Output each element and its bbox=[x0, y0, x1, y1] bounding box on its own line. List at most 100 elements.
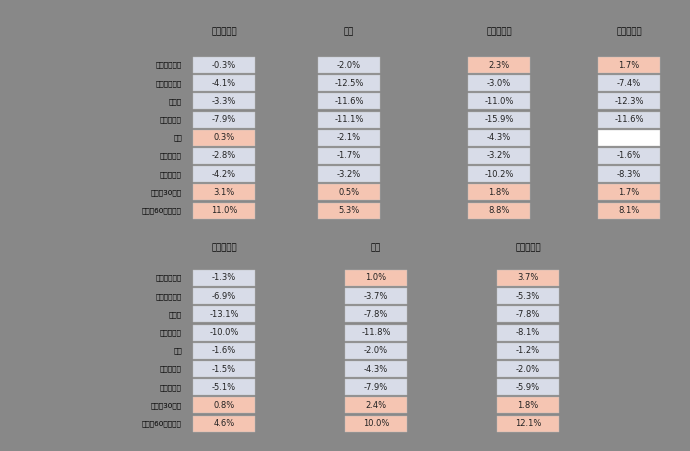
Text: -7.8%: -7.8% bbox=[364, 310, 388, 319]
Text: 0.8%: 0.8% bbox=[213, 401, 235, 410]
Bar bbox=[468, 130, 530, 146]
Text: 1.7%: 1.7% bbox=[618, 60, 640, 69]
Text: -1.2%: -1.2% bbox=[516, 346, 540, 355]
Text: 2.3%: 2.3% bbox=[489, 60, 510, 69]
Text: 近畿: 近畿 bbox=[173, 347, 182, 354]
Text: -6.9%: -6.9% bbox=[212, 292, 236, 301]
Bar bbox=[497, 288, 559, 304]
Text: -13.1%: -13.1% bbox=[209, 310, 239, 319]
Bar bbox=[345, 288, 407, 304]
Bar bbox=[598, 202, 660, 219]
Text: 北関東・甲信: 北関東・甲信 bbox=[156, 293, 182, 299]
Bar bbox=[497, 325, 559, 341]
Bar bbox=[193, 270, 255, 286]
Text: 中国・四国: 中国・四国 bbox=[160, 366, 182, 373]
Text: ネット銀行: ネット銀行 bbox=[486, 28, 512, 37]
Bar bbox=[193, 57, 255, 73]
Text: 1.0%: 1.0% bbox=[366, 273, 386, 282]
Text: -2.1%: -2.1% bbox=[337, 133, 361, 143]
Bar bbox=[468, 166, 530, 182]
Bar bbox=[345, 416, 407, 432]
Text: -7.9%: -7.9% bbox=[364, 383, 388, 392]
Bar bbox=[497, 397, 559, 414]
Bar bbox=[193, 306, 255, 322]
Bar bbox=[598, 111, 660, 128]
Text: メガバンク: メガバンク bbox=[211, 28, 237, 37]
Text: 3.1%: 3.1% bbox=[213, 188, 235, 197]
Text: -8.3%: -8.3% bbox=[617, 170, 641, 179]
Text: -3.2%: -3.2% bbox=[487, 152, 511, 161]
Text: 合計（60代以上）: 合計（60代以上） bbox=[142, 420, 182, 427]
Text: -7.9%: -7.9% bbox=[212, 115, 236, 124]
Text: 11.0%: 11.0% bbox=[211, 206, 237, 215]
Bar bbox=[345, 397, 407, 414]
Text: 8.1%: 8.1% bbox=[618, 206, 640, 215]
Text: -11.0%: -11.0% bbox=[484, 97, 513, 106]
Bar bbox=[468, 75, 530, 91]
Bar bbox=[497, 270, 559, 286]
Bar bbox=[193, 343, 255, 359]
Bar bbox=[318, 148, 380, 164]
Text: -8.1%: -8.1% bbox=[516, 328, 540, 337]
Text: 近畿: 近畿 bbox=[173, 134, 182, 141]
Text: 3.7%: 3.7% bbox=[518, 273, 539, 282]
Text: -4.2%: -4.2% bbox=[212, 170, 236, 179]
Bar bbox=[345, 270, 407, 286]
Bar bbox=[497, 306, 559, 322]
Bar bbox=[497, 343, 559, 359]
Bar bbox=[345, 325, 407, 341]
Text: -10.0%: -10.0% bbox=[209, 328, 239, 337]
Bar bbox=[318, 75, 380, 91]
Text: -3.0%: -3.0% bbox=[487, 79, 511, 87]
Text: 北海道・東北: 北海道・東北 bbox=[156, 275, 182, 281]
Bar bbox=[598, 148, 660, 164]
Bar bbox=[193, 111, 255, 128]
Bar bbox=[318, 130, 380, 146]
Text: 南関東: 南関東 bbox=[169, 98, 182, 105]
Text: 合計（60代以上）: 合計（60代以上） bbox=[142, 207, 182, 214]
Text: -3.3%: -3.3% bbox=[212, 97, 236, 106]
Bar bbox=[193, 361, 255, 377]
Bar bbox=[193, 288, 255, 304]
Text: 4.6%: 4.6% bbox=[213, 419, 235, 428]
Text: 5.3%: 5.3% bbox=[338, 206, 359, 215]
Bar bbox=[345, 306, 407, 322]
Text: ネット銀行: ネット銀行 bbox=[515, 244, 541, 253]
Text: 10.0%: 10.0% bbox=[363, 419, 389, 428]
Text: 九州・沖縄: 九州・沖縄 bbox=[160, 171, 182, 178]
Bar bbox=[318, 166, 380, 182]
Text: -4.1%: -4.1% bbox=[212, 79, 236, 87]
Bar bbox=[193, 130, 255, 146]
Text: -2.0%: -2.0% bbox=[364, 346, 388, 355]
Text: -11.6%: -11.6% bbox=[614, 115, 644, 124]
Bar bbox=[193, 93, 255, 110]
Text: -5.3%: -5.3% bbox=[516, 292, 540, 301]
Text: 合計（30代）: 合計（30代） bbox=[151, 402, 182, 409]
Text: -15.9%: -15.9% bbox=[484, 115, 513, 124]
Text: 0.3%: 0.3% bbox=[213, 133, 235, 143]
Text: -2.0%: -2.0% bbox=[516, 364, 540, 373]
Bar bbox=[345, 361, 407, 377]
Text: 12.1%: 12.1% bbox=[515, 419, 541, 428]
Bar bbox=[318, 93, 380, 110]
Text: -1.5%: -1.5% bbox=[212, 364, 236, 373]
Text: -11.1%: -11.1% bbox=[335, 115, 364, 124]
Text: 1.8%: 1.8% bbox=[518, 401, 539, 410]
Bar bbox=[497, 416, 559, 432]
Text: 南関東: 南関東 bbox=[169, 311, 182, 318]
Text: 中国・四国: 中国・四国 bbox=[160, 153, 182, 159]
Bar bbox=[193, 416, 255, 432]
Text: -12.5%: -12.5% bbox=[335, 79, 364, 87]
Bar bbox=[468, 57, 530, 73]
Text: -3.2%: -3.2% bbox=[337, 170, 361, 179]
Bar bbox=[497, 361, 559, 377]
Text: -1.3%: -1.3% bbox=[212, 273, 236, 282]
Text: -11.8%: -11.8% bbox=[362, 328, 391, 337]
Text: 0.5%: 0.5% bbox=[338, 188, 359, 197]
Bar bbox=[193, 148, 255, 164]
Text: 合計（30代）: 合計（30代） bbox=[151, 189, 182, 196]
Text: -5.1%: -5.1% bbox=[212, 383, 236, 392]
Text: -5.9%: -5.9% bbox=[516, 383, 540, 392]
Bar bbox=[193, 184, 255, 200]
Text: -4.3%: -4.3% bbox=[487, 133, 511, 143]
